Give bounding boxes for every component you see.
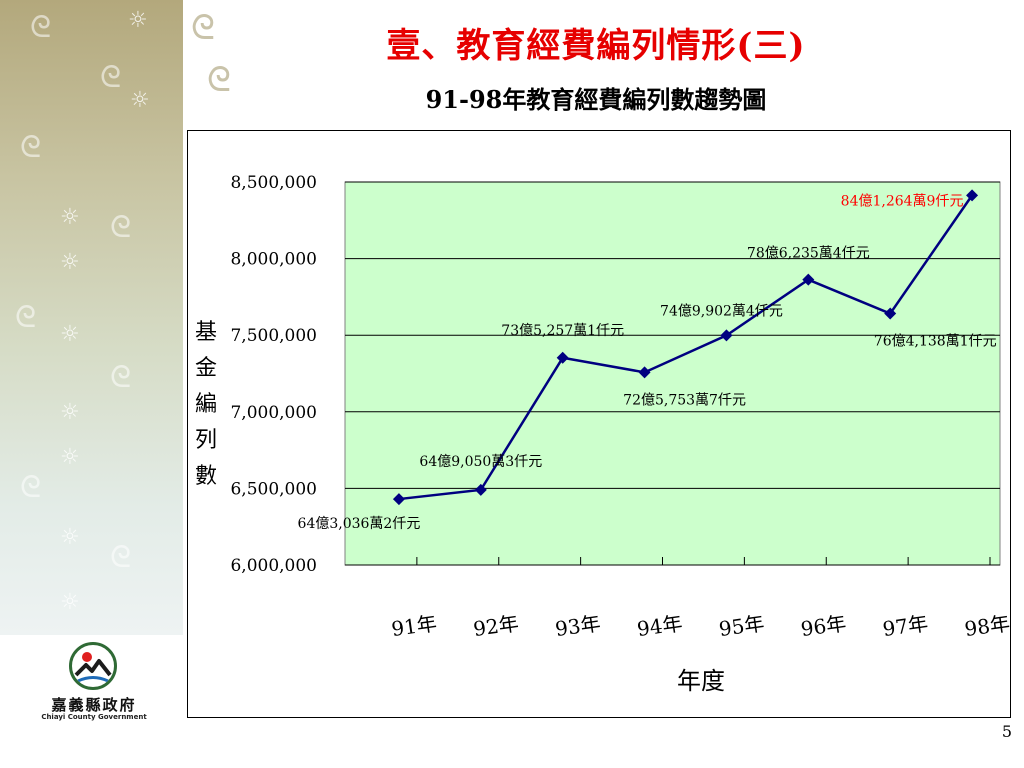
y-tick-label: 7,500,000 (230, 326, 317, 346)
county-emblem-icon (69, 642, 117, 690)
sun-decoration: ☼ (60, 322, 80, 347)
plot-area (344, 181, 1001, 566)
data-point-marker (802, 273, 815, 286)
series-line (398, 194, 974, 501)
logo-subtitle: Chiayi County Government (41, 713, 147, 721)
x-tick-label: 98年 (963, 611, 1010, 641)
data-labels: 64億3,036萬2仟元 64億9,050萬3仟元 73億5,257萬1仟元 72億5… (298, 193, 997, 532)
logo-name: 嘉義縣政府 (51, 696, 137, 714)
data-label: 73億5,257萬1仟元 (501, 323, 624, 339)
sun-decoration: ☼ (60, 445, 80, 470)
data-point-marker (720, 329, 733, 342)
x-tick-label: 97年 (881, 611, 929, 641)
y-tick-label: 8,000,000 (230, 250, 317, 270)
x-tick-label: 91年 (390, 611, 438, 641)
data-point-marker (556, 351, 569, 364)
y-tick-label: 8,500,000 (230, 173, 317, 193)
y-tick-label: 6,000,000 (230, 556, 317, 576)
swirl-decoration: ᘓ (15, 300, 37, 335)
swirl-decoration: ᘓ (110, 540, 132, 575)
data-label: 64億9,050萬3仟元 (419, 454, 542, 470)
sun-decoration: ☼ (60, 525, 80, 550)
x-tick-label: 96年 (799, 611, 847, 641)
page-number: 5 (1001, 722, 1012, 741)
y-tick-label: 6,500,000 (230, 479, 317, 499)
sun-decoration: ☼ (60, 400, 80, 425)
data-point-marker (392, 493, 405, 506)
sun-decoration: ☼ (130, 88, 150, 113)
gridlines (345, 181, 1000, 489)
y-axis-title-char: 金 (195, 356, 217, 381)
x-tick-label: 92年 (472, 611, 520, 641)
sun-decoration: ☼ (128, 8, 148, 33)
swirl-decoration: ᘓ (30, 10, 52, 45)
y-axis-title-char: 數 (195, 464, 217, 489)
sun-decoration: ☼ (60, 250, 80, 275)
data-point-marker (884, 307, 897, 320)
decorative-side-panel: ᘓ ☼ ᘓ ☼ ᘓ ☼ ᘓ ☼ ᘓ ☼ ᘓ ☼ ☼ ᘓ ☼ ᘓ ☼ (0, 0, 183, 635)
data-label: 72億5,753萬7仟元 (623, 392, 746, 408)
x-tick-labels: 91年 92年 93年 94年 95年 96年 97年 98年 (390, 611, 1011, 641)
data-label: 64億3,036萬2仟元 (298, 516, 421, 532)
data-markers (392, 189, 979, 506)
data-point-marker (638, 366, 651, 379)
y-axis-title-char: 編 (195, 392, 217, 417)
swirl-decoration: ᘓ (20, 470, 42, 505)
data-point-marker (474, 483, 487, 496)
data-label: 78億6,235萬4仟元 (747, 246, 870, 262)
county-logo: 嘉義縣政府 Chiayi County Government (24, 642, 164, 722)
x-tick-label: 95年 (717, 611, 765, 641)
axes (345, 557, 1000, 566)
x-axis-title: 年度 (677, 667, 725, 695)
y-tick-label: 7,000,000 (230, 403, 317, 423)
x-tick-label: 93年 (554, 611, 602, 641)
swirl-decoration: ᘓ (207, 60, 231, 100)
swirl-decoration: ᘓ (100, 60, 122, 95)
swirl-decoration: ᘓ (20, 130, 42, 165)
slide-title: 壹、教育經費編列情形(三) (386, 26, 806, 66)
data-label: 84億1,264萬9仟元 (841, 193, 964, 209)
swirl-decoration: ᘓ (191, 8, 215, 48)
data-label: 76億4,138萬1仟元 (874, 334, 997, 350)
swirl-decoration: ᘓ (110, 360, 132, 395)
y-axis-title-char: 列 (195, 428, 217, 453)
y-tick-labels: 6,000,000 6,500,000 7,000,000 7,500,000 8,00… (230, 173, 317, 576)
chart-container: 6,000,000 6,500,000 7,000,000 7,500,000 8,00… (187, 130, 1011, 718)
sun-decoration: ☼ (60, 205, 80, 230)
data-label: 74億9,902萬4仟元 (660, 303, 783, 319)
swirl-decoration: ᘓ (110, 210, 132, 245)
data-point-marker (966, 189, 979, 202)
chart-title: 91-98年教育經費編列數趨勢圖 (425, 85, 767, 114)
top-swirl-decoration: ᘓ ᘓ (183, 0, 263, 120)
sun-decoration: ☼ (60, 590, 80, 615)
x-tick-label: 94年 (635, 611, 683, 641)
mountain-emblem-icon (74, 652, 112, 683)
line-chart: 6,000,000 6,500,000 7,000,000 7,500,000 8,00… (195, 173, 1011, 695)
y-axis-title-char: 基 (195, 320, 217, 345)
